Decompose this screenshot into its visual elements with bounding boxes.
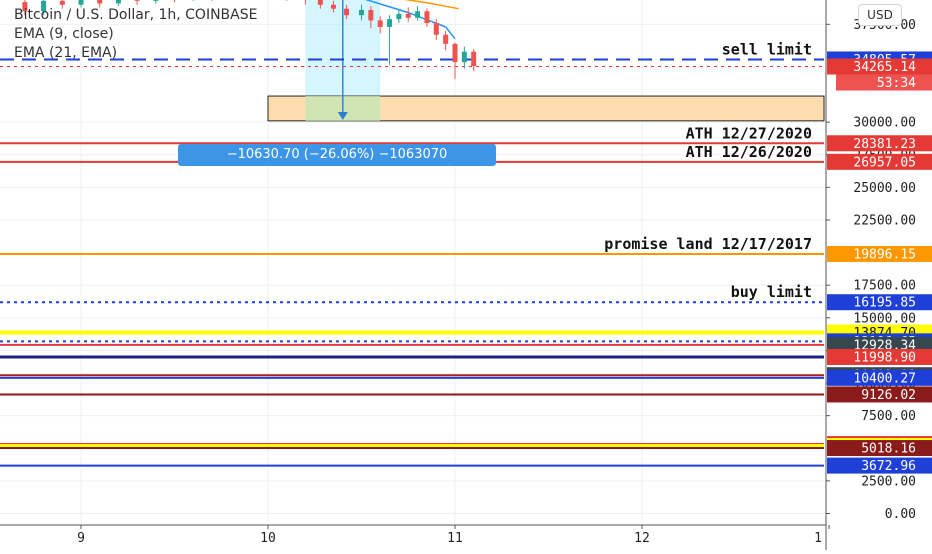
candle-body	[396, 13, 402, 20]
countdown-tag	[836, 74, 932, 91]
price-tag[interactable]	[827, 294, 932, 311]
candle-body	[78, 0, 84, 5]
price-tag-label: 5018.16	[861, 442, 916, 457]
line-annotation: sell limit	[722, 40, 812, 58]
price-tag[interactable]	[827, 153, 932, 170]
y-tick-label: 2500.00	[861, 474, 916, 489]
candle-body	[443, 34, 449, 44]
line-annotation: ATH 12/27/2020	[686, 124, 812, 142]
candle-body	[405, 13, 411, 18]
x-tick-label: 1	[814, 531, 822, 546]
line-annotation: buy limit	[731, 283, 812, 301]
price-tag-label: 10400.27	[853, 371, 916, 386]
y-tick-label: 7500.00	[861, 409, 916, 424]
chart-legend: Bitcoin / U.S. Dollar, 1h, COINBASE EMA …	[14, 6, 257, 63]
price-tag[interactable]	[827, 457, 932, 474]
currency-button[interactable]: USD	[858, 4, 902, 26]
price-tag[interactable]	[827, 369, 932, 386]
price-tag[interactable]	[827, 135, 932, 152]
candle-body	[433, 23, 439, 35]
legend-ema21[interactable]: EMA (21, EMA)	[14, 45, 118, 61]
price-tag[interactable]	[827, 348, 932, 365]
y-tick-label: 22500.00	[853, 213, 916, 228]
y-tick-label: 17500.00	[853, 279, 916, 294]
candle-body	[415, 11, 421, 18]
y-tick-label: 15000.00	[853, 311, 916, 326]
candle-body	[471, 51, 477, 67]
candle-body	[344, 8, 350, 16]
price-tag[interactable]	[827, 386, 932, 403]
y-tick-label: 30000.00	[853, 116, 916, 131]
candle-body	[330, 4, 336, 9]
candle-body	[368, 9, 374, 21]
price-tag-label: 19896.15	[853, 247, 916, 262]
y-tick-label: 25000.00	[853, 181, 916, 196]
price-tag-label: 34265.14	[853, 60, 916, 75]
line-annotation: ATH 12/26/2020	[686, 143, 812, 161]
candle-body	[387, 19, 393, 27]
legend-symbol-title[interactable]: Bitcoin / U.S. Dollar, 1h, COINBASE	[14, 7, 258, 23]
price-tag-label: 26957.05	[853, 155, 916, 170]
candle-body	[134, 0, 140, 1]
candle-body	[424, 11, 430, 24]
countdown-label: 53:34	[877, 76, 916, 91]
candle-body	[41, 0, 47, 12]
price-tag-label: 9126.02	[861, 388, 916, 403]
candle-body	[359, 9, 364, 16]
candle-body	[317, 0, 323, 5]
x-tick-label: 12	[634, 531, 650, 546]
price-tag-label: 3672.96	[861, 459, 916, 474]
x-tick-label: 11	[447, 531, 463, 546]
y-tick-label: 0.00	[885, 507, 916, 522]
candle-body	[97, 0, 103, 4]
price-tag-label: 16195.85	[853, 296, 916, 311]
price-tag[interactable]	[827, 245, 932, 262]
candle-body	[22, 2, 28, 12]
candle-body	[452, 43, 458, 63]
measure-label: −10630.70 (−26.06%) −1063070	[178, 144, 496, 166]
ema-line	[364, 0, 456, 40]
legend-ema9[interactable]: EMA (9, close)	[14, 26, 114, 42]
line-annotation: promise land 12/17/2017	[604, 235, 812, 253]
x-tick-label: 9	[77, 531, 85, 546]
candle-body	[153, 0, 159, 1]
candle-body	[377, 20, 383, 27]
price-tag-label: 28381.23	[853, 137, 916, 152]
price-tag[interactable]	[827, 440, 932, 457]
price-tag-label: 11998.90	[853, 350, 916, 365]
x-tick-label: 10	[260, 531, 276, 546]
ema-line	[137, 0, 459, 10]
measure-arrow-head	[337, 111, 348, 120]
candle-body	[115, 0, 121, 4]
candle-body	[59, 0, 65, 5]
price-tag[interactable]	[827, 336, 932, 353]
candle-body	[461, 51, 467, 63]
price-tag[interactable]	[827, 58, 932, 75]
